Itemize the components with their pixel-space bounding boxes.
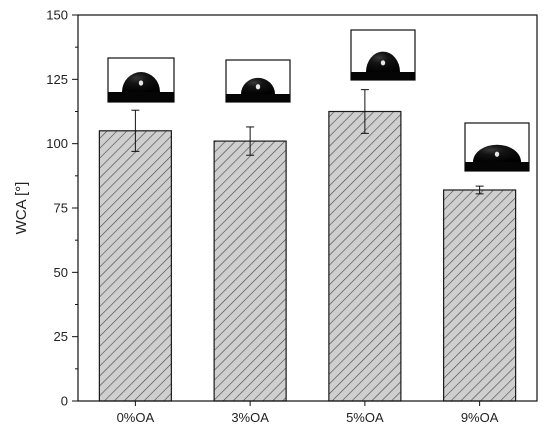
droplet-highlight (494, 151, 500, 157)
x-tick-label: 3%OA (231, 410, 269, 425)
error-bar (131, 109, 140, 152)
droplet-photo (107, 57, 175, 103)
error-bar (246, 126, 255, 156)
bar (328, 110, 402, 402)
droplet-highlight (255, 84, 261, 90)
x-tick-label: 5%OA (346, 410, 384, 425)
substrate-surface (465, 162, 529, 171)
y-tick-label: 50 (54, 265, 68, 280)
droplet-insets-layer (107, 29, 530, 172)
y-tick-label: 25 (54, 329, 68, 344)
bar (98, 130, 172, 402)
error-bar (360, 89, 369, 134)
droplet-photo (464, 122, 530, 172)
y-tick-label: 75 (54, 201, 68, 216)
substrate-surface (108, 92, 174, 102)
bars-layer (98, 89, 517, 402)
droplet-highlight (380, 60, 386, 66)
droplet-photo (350, 29, 416, 81)
y-axis-title: WCA [°] (13, 182, 30, 235)
y-tick-label: 150 (46, 8, 68, 23)
y-tick-label: 0 (61, 394, 68, 409)
axes-layer: 0 25 50 75 100 125 150 0%OA 3%OA 5%OA 9%OA WCA [°] (13, 8, 538, 425)
y-tick-label: 125 (46, 72, 68, 87)
bar (443, 189, 517, 402)
bar (213, 140, 287, 402)
droplet-highlight (138, 80, 144, 86)
x-tick-label: 9%OA (461, 410, 499, 425)
y-tick-label: 100 (46, 136, 68, 151)
substrate-surface (226, 94, 290, 102)
substrate-surface (351, 72, 415, 80)
x-tick-label: 0%OA (117, 410, 155, 425)
droplet-photo (225, 59, 291, 103)
error-bar (475, 185, 484, 195)
